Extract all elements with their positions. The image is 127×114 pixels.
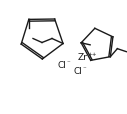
Text: Zr: Zr [78, 52, 88, 61]
Text: ⁻: ⁻ [83, 66, 87, 72]
Text: Cl: Cl [58, 61, 67, 70]
Text: ++: ++ [87, 52, 97, 57]
Text: Cl: Cl [74, 67, 83, 76]
Text: ⁻: ⁻ [67, 60, 71, 66]
